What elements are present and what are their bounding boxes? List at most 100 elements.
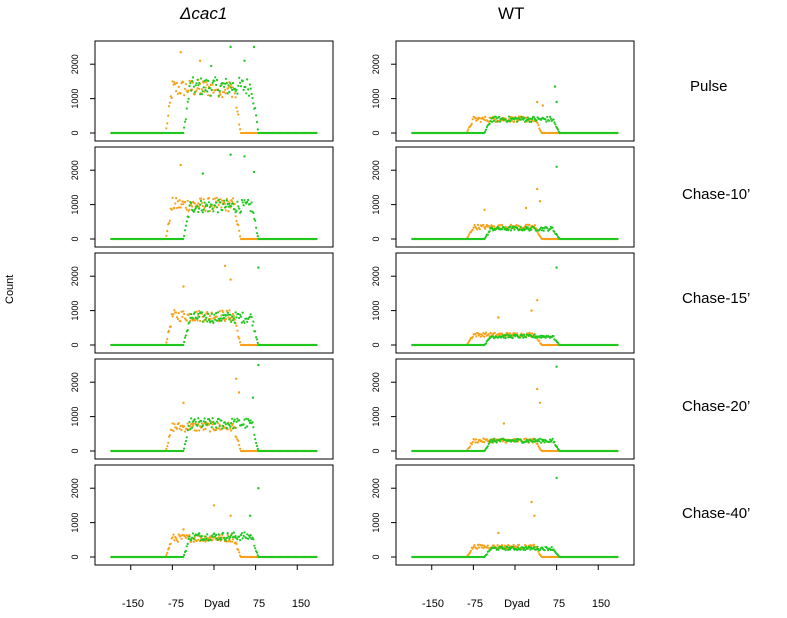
panel-9-green-point <box>616 555 619 559</box>
panel-4-orange-point <box>169 542 172 545</box>
panel-1-orange-point <box>220 206 223 209</box>
panel-5-orange-point <box>538 127 541 130</box>
panel-0-orange-point <box>176 92 179 95</box>
panel-1-orange-point <box>238 229 241 232</box>
panel-1-green-point <box>226 202 229 206</box>
panel-0-orange-point <box>239 128 242 131</box>
panel-1-orange-point <box>185 208 188 211</box>
panel-9-orange-point <box>473 544 476 547</box>
panel-2-green-point <box>189 316 192 319</box>
panel-0-green-point <box>224 77 227 80</box>
panel-1-green-point <box>248 203 251 206</box>
panel-4-green-point <box>228 537 231 540</box>
panel-2-green-point <box>240 321 243 324</box>
panel-0-green-point <box>211 81 214 84</box>
panel-2-orange-point <box>188 312 191 315</box>
panel-0-green-point <box>206 90 209 93</box>
panel-9-green-point <box>504 548 507 552</box>
panel-8-green-point <box>553 440 556 443</box>
panel-4-green-point <box>241 537 244 540</box>
panel-2-orange-point <box>227 316 230 319</box>
panel-1-green-point <box>216 211 219 214</box>
panel-4-green-point <box>222 531 225 535</box>
panel-1-orange-point <box>204 209 207 212</box>
panel-3-outlier-point <box>182 401 185 404</box>
panel-1-orange-point <box>199 197 203 200</box>
panel-2-orange-point <box>173 309 176 312</box>
panel-2-orange-point <box>179 320 182 323</box>
panel-5-orange-point <box>537 124 540 127</box>
panel-5-green-point <box>496 120 499 123</box>
panel-4-green-point <box>191 536 194 539</box>
panel-2-orange-point <box>196 319 199 322</box>
panel-0-green-point <box>184 118 187 121</box>
panel-6-orange-point <box>471 228 474 231</box>
panel-2-green-point <box>209 320 212 323</box>
panel-3-orange-point <box>172 429 175 433</box>
panel-2-orange-point <box>166 338 169 341</box>
panel-5-green-point <box>494 115 497 118</box>
panel-7-orange-point <box>487 333 490 336</box>
panel-5-green-point <box>553 121 556 124</box>
x-tick-left-75: 75 <box>252 598 266 610</box>
panel-1-green-point <box>212 210 215 213</box>
panel-1-green-point <box>199 203 202 206</box>
panel-2-green-point <box>315 343 318 347</box>
panel-3-green-point <box>245 417 248 420</box>
panel-3-green-point <box>223 421 227 424</box>
panel-9-outlier-point <box>497 531 500 535</box>
panel-8-orange-point <box>468 445 472 448</box>
panel-5-orange-point <box>488 116 491 119</box>
panel-0-ytick-label: 1000 <box>70 89 80 109</box>
panel-1-orange-point <box>170 208 173 211</box>
panel-0-orange-point <box>183 94 186 97</box>
panel-3-orange-point <box>207 423 211 426</box>
panel-5-green-point <box>548 119 551 122</box>
panel-5-green-point <box>528 120 531 123</box>
panel-5-frame <box>395 40 635 142</box>
panel-1-orange-point <box>239 235 242 238</box>
panel-2-green-point <box>245 317 248 320</box>
panel-3-orange-point <box>230 429 233 432</box>
panel-0-green-point <box>244 85 247 89</box>
panel-2-orange-point <box>209 317 212 320</box>
panel-4-green-point <box>199 535 202 538</box>
panel-0-green-point <box>183 126 186 129</box>
panel-3-orange-point <box>177 421 180 425</box>
panel-3-outlier-point <box>257 363 260 367</box>
panel-4-orange-point <box>192 540 195 543</box>
panel-0-green-point <box>200 93 203 96</box>
panel-2-green-point <box>226 311 229 314</box>
panel-4-green-point <box>232 531 235 534</box>
panel-9-green-point <box>494 546 497 549</box>
panel-6-orange-point <box>482 223 485 227</box>
panel-5-orange-point <box>467 128 470 131</box>
panel-9-green-point <box>536 545 539 548</box>
panel-0-orange-point <box>170 96 173 100</box>
panel-6-orange-point <box>517 225 521 228</box>
panel-0-green-point <box>213 80 216 83</box>
panel-1-orange-point <box>188 208 191 211</box>
panel-5-green-point <box>519 118 522 121</box>
panel-6-orange-point <box>490 224 493 227</box>
panel-1-orange-point <box>237 223 240 227</box>
panel-7-orange-point <box>471 335 474 339</box>
panel-3-green-point <box>221 427 224 430</box>
panel-3-green-point <box>196 424 199 427</box>
panel-7-ytick-label: 1000 <box>371 301 381 321</box>
panel-0-orange-point <box>200 88 203 91</box>
panel-1-orange-point <box>176 200 179 203</box>
panel-0-orange-point <box>235 106 238 109</box>
panel-1-green-point <box>230 205 233 208</box>
row-label-chase-20: Chase-20’ <box>682 398 751 415</box>
panel-6-green-point <box>513 228 516 231</box>
panel-2-green-point <box>229 313 232 316</box>
panel-4-orange-point <box>173 539 176 542</box>
panel-1-green-point <box>315 237 318 241</box>
panel-1-orange-point <box>227 210 230 213</box>
panel-8-orange-point <box>483 441 486 444</box>
panel-0-green-point <box>255 121 259 124</box>
panel-1-orange-point <box>214 197 217 200</box>
panel-3-orange-point <box>197 423 200 426</box>
panel-8-orange-point <box>470 443 473 446</box>
